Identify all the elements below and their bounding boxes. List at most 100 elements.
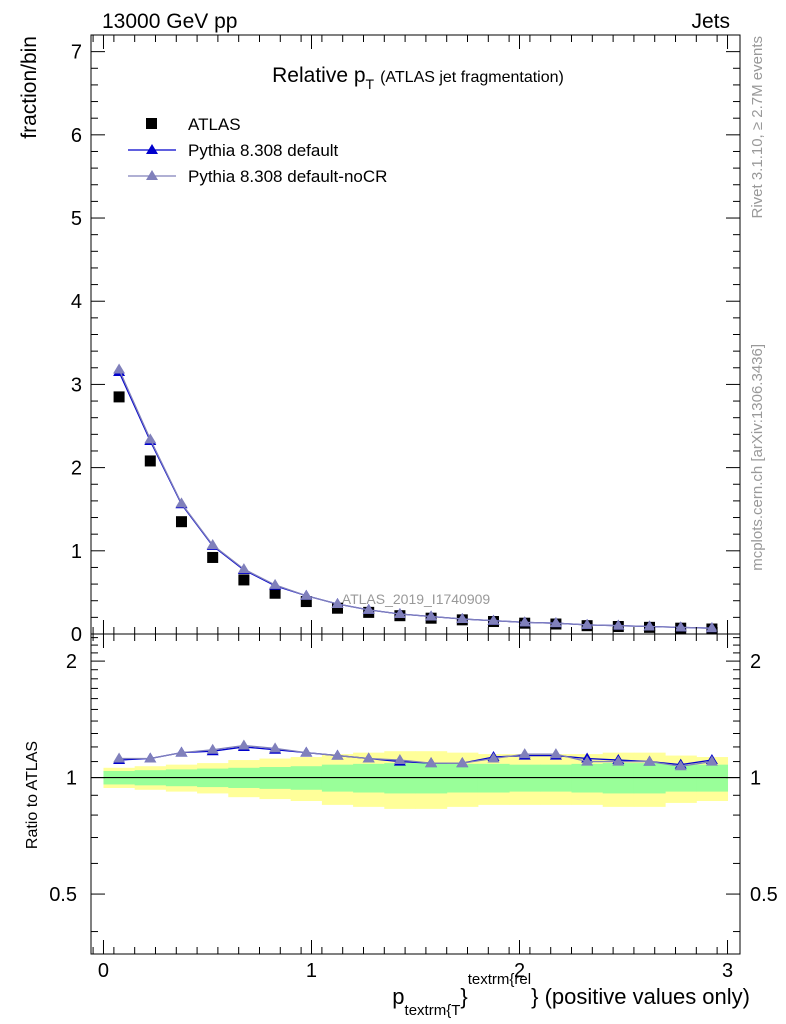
mc-marker-2 [549,617,562,628]
main-ytick-label: 5 [71,208,82,230]
mc-marker-2 [393,608,406,619]
atlas-data-point [113,391,125,403]
watermark-analysis: ATLAS_2019_I1740909 [342,591,491,607]
x-axis-label: ptextrm{T}textrm{rel} (positive values o… [392,971,750,1019]
legend-marker-default [146,144,158,154]
mc-line-2 [118,369,712,629]
header-right: Jets [691,10,730,33]
ratio-marker-1 [269,742,282,753]
mc-marker-2 [362,603,375,614]
mc-marker-2 [269,578,282,589]
ratio-band-inner [633,763,666,794]
ratio-ytick-label-right: 2 [750,651,761,673]
ratio-band-inner [477,763,510,793]
mc-marker-2 [456,613,469,624]
ratio-marker-1 [705,755,718,766]
mc-marker-2 [144,433,157,444]
atlas-data-point [238,574,250,586]
main-title-extra: (ATLAS jet fragmentation) [380,69,564,86]
atlas-data-point [207,551,219,563]
mc-marker-2 [237,563,250,574]
ratio-xtick-label: 1 [306,960,317,982]
ratio-marker-1 [300,746,313,757]
ratio-band-inner [571,763,604,793]
main-ylabel: fraction/bin [18,36,41,139]
header-left: 13000 GeV pp [102,10,237,33]
ratio-marker-1 [549,748,562,759]
ratio-marker-1 [581,755,594,766]
mc-marker-2 [331,598,344,609]
ratio-ylabel: Ratio to ATLAS [24,741,41,849]
ratio-marker-1 [518,748,531,759]
mc-marker-2 [175,497,188,508]
x-axis-label-tail: } (positive values only) [531,984,750,1009]
atlas-data-point [331,602,343,614]
ratio-band-inner [353,763,385,793]
legend-label-atlas: ATLAS [188,115,241,134]
legend-marker-nocr [146,170,158,180]
legend: ATLAS Pythia 8.308 default Pythia 8.308 … [128,115,387,186]
mc-marker-2 [643,620,656,631]
x-axis-label-sup: textrm{rel [468,971,531,988]
mc-marker-2 [705,622,718,633]
ratio-marker-1 [113,752,126,763]
main-ytick-label: 1 [71,541,82,563]
ratio-marker-1 [175,746,188,757]
ratio-frame [90,633,741,955]
main-ytick-label: 4 [71,291,82,313]
mc-marker-2 [206,538,219,549]
ratio-band-inner [602,763,635,794]
mc-marker-2 [581,618,594,629]
ratio-band-inner [384,763,416,794]
ratio-marker-1 [393,754,406,765]
ratio-series-group [113,739,718,771]
ratio-marker-1 [331,749,344,760]
main-series-group [113,363,718,635]
ratio-xtick-label: 3 [722,960,733,982]
ratio-marker-1 [456,757,469,768]
ratio-xtick-label: 0 [98,960,109,982]
mc-marker-2 [425,610,438,621]
legend-marker-atlas [146,118,157,129]
main-ytick-label: 6 [71,125,82,147]
mc-marker-2 [300,589,313,600]
mc-marker-2 [487,614,500,625]
ratio-ytick-label: 0.5 [49,884,77,906]
main-axis-ticks: 0 1 2 3 4 5 6 7 [71,35,740,646]
ratio-marker-1 [425,757,438,768]
mc-marker-2 [674,621,687,632]
legend-label-default: Pythia 8.308 default [188,141,339,160]
ratio-marker-1 [643,755,656,766]
ratio-marker-1 [362,752,375,763]
x-axis-label-main: p [392,984,404,1009]
ratio-marker-1 [612,755,625,766]
ratio-marker-1 [144,752,157,763]
ratio-band-inner [446,763,479,793]
ratio-marker-1 [487,752,500,763]
ratio-band-inner [415,763,448,794]
ratio-ytick-label: 2 [66,651,77,673]
main-ytick-label: 3 [71,374,82,396]
atlas-data-point [300,596,312,608]
main-title-sub: T [366,76,375,92]
atlas-data-point [175,516,187,528]
main-title-main: Relative p [272,64,365,87]
x-axis-label-sub: textrm{T [405,1002,461,1019]
ratio-xtick-label: 2 [514,960,525,982]
main-ytick-label: 7 [71,42,82,64]
atlas-data-point [269,587,281,599]
atlas-data-point [144,455,156,467]
main-title: Relative pT (ATLAS jet fragmentation) [272,64,564,92]
ratio-axis-ticks: 0.5 0.5 1 1 2 2 0 1 2 3 [49,634,778,982]
ratio-ytick-label-right: 0.5 [750,884,778,906]
ratio-marker-1 [237,739,250,750]
mc-marker-2 [113,363,126,374]
mc-marker-2 [518,616,531,627]
main-ytick-label: 2 [71,458,82,480]
rivet-label: Rivet 3.1.10, ≥ 2.7M events [749,36,766,219]
main-ytick-label: 0 [71,624,82,646]
ratio-uncertainty-bands [103,751,729,809]
ratio-line-0 [119,746,713,766]
ratio-ytick-label: 1 [66,768,77,790]
